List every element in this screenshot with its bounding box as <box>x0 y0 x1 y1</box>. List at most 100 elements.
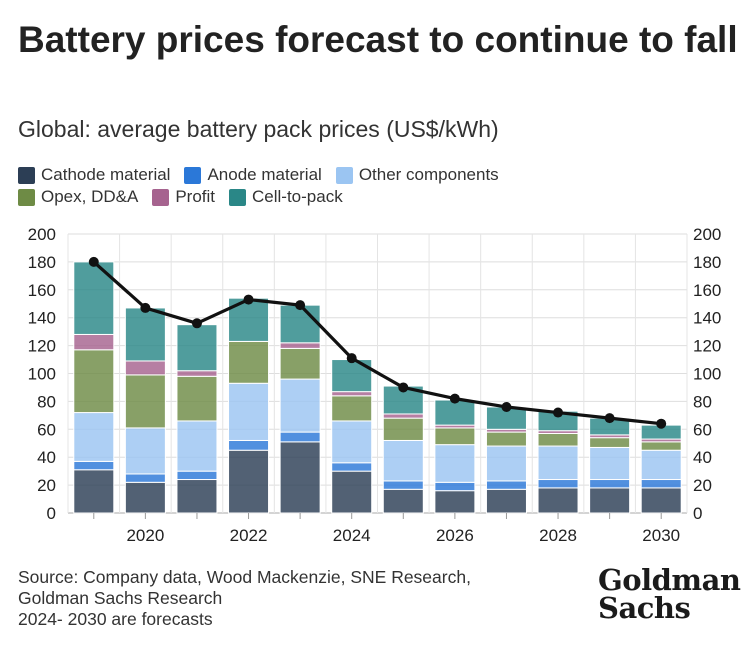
bar-2026-other-components <box>434 444 476 483</box>
bar-2019-profit <box>73 333 115 351</box>
legend-label-other: Other components <box>358 165 499 184</box>
legend-label-cathode: Cathode material <box>41 165 171 184</box>
y-tick-right-180: 180 <box>693 253 721 272</box>
bar-2025-cathode-material <box>382 488 424 514</box>
bar-2023-profit <box>279 342 321 349</box>
logo-line-1: Goldman <box>598 563 741 597</box>
legend-label-profit: Profit <box>175 187 215 206</box>
legend-item-profit: Profit <box>152 186 215 208</box>
bar-2023-cathode-material <box>279 441 321 514</box>
bar-2025-other-components <box>382 439 424 482</box>
y-tick-right-20: 20 <box>693 476 712 495</box>
bar-2023-anode-material <box>279 431 321 443</box>
bar-2030-cathode-material <box>640 487 682 514</box>
x-label-2022: 2022 <box>230 526 268 545</box>
y-tick-right-200: 200 <box>693 225 721 244</box>
source-line-1: Source: Company data, Wood Mackenzie, SN… <box>18 567 471 587</box>
bar-2022-anode-material <box>228 439 270 451</box>
y-tick-left-60: 60 <box>37 420 56 439</box>
bar-2024-profit <box>331 391 373 397</box>
y-tick-left-160: 160 <box>28 281 56 300</box>
x-label-2020: 2020 <box>126 526 164 545</box>
legend-item-other: Other components <box>335 164 499 186</box>
price-point-2029 <box>604 413 615 424</box>
price-point-2028 <box>553 407 564 418</box>
bar-2019-other-components <box>73 412 115 462</box>
chart-subtitle: Global: average battery pack prices (US$… <box>18 116 499 142</box>
y-tick-right-40: 40 <box>693 448 712 467</box>
legend-label-anode: Anode material <box>207 165 322 184</box>
bar-2020-profit <box>124 360 166 376</box>
bar-2026-cell-to-pack <box>434 399 476 426</box>
bar-2020-cathode-material <box>124 481 166 514</box>
y-tick-left-120: 120 <box>28 337 56 356</box>
bar-2020-opex-dd-a <box>124 374 166 429</box>
y-tick-right-80: 80 <box>693 392 712 411</box>
logo-line-2: Sachs <box>598 591 691 625</box>
bar-2025-anode-material <box>382 480 424 490</box>
bar-2020-cell-to-pack <box>124 307 166 362</box>
chart-title: Battery prices forecast to continue to f… <box>18 19 738 60</box>
legend-row-1: Cathode material Anode material Other co… <box>18 164 738 186</box>
legend-swatch-anode <box>184 166 202 184</box>
bar-2021-profit <box>176 370 218 377</box>
y-tick-left-40: 40 <box>37 448 56 467</box>
bar-2030-other-components <box>640 449 682 481</box>
bar-2022-other-components <box>228 382 270 441</box>
legend-label-cell-to-pack: Cell-to-pack <box>252 187 343 206</box>
y-tick-right-60: 60 <box>693 420 712 439</box>
legend-label-opex: Opex, DD&A <box>41 187 139 206</box>
bar-2030-opex-dd-a <box>640 441 682 451</box>
y-tick-left-200: 200 <box>28 225 56 244</box>
bar-2024-anode-material <box>331 462 373 472</box>
bar-2028-cathode-material <box>537 487 579 514</box>
bar-2025-profit <box>382 413 424 419</box>
bar-2023-cell-to-pack <box>279 304 321 344</box>
y-tick-left-20: 20 <box>37 476 56 495</box>
bar-2028-opex-dd-a <box>537 432 579 447</box>
x-label-2028: 2028 <box>539 526 577 545</box>
bar-2028-other-components <box>537 445 579 481</box>
forecast-note: 2024- 2030 are forecasts <box>18 609 213 629</box>
y-tick-left-180: 180 <box>28 253 56 272</box>
price-point-2020 <box>140 302 151 313</box>
price-point-2030 <box>656 418 667 429</box>
bar-2030-anode-material <box>640 479 682 489</box>
price-point-2023 <box>295 300 306 311</box>
y-tick-right-0: 0 <box>693 504 702 523</box>
price-point-2021 <box>191 318 202 329</box>
price-point-2025 <box>398 382 409 393</box>
bar-2029-cathode-material <box>589 487 631 514</box>
price-line <box>92 260 662 426</box>
x-label-2030: 2030 <box>642 526 680 545</box>
bar-2029-anode-material <box>589 479 631 489</box>
legend-swatch-other <box>335 166 353 184</box>
bar-2029-other-components <box>589 446 631 481</box>
legend-row-2: Opex, DD&A Profit Cell-to-pack <box>18 186 738 208</box>
x-label-2024: 2024 <box>333 526 371 545</box>
y-tick-right-120: 120 <box>693 337 721 356</box>
goldman-sachs-logo: Goldman Sachs <box>598 563 741 625</box>
bar-2028-anode-material <box>537 479 579 489</box>
bar-2021-cathode-material <box>176 479 218 514</box>
bar-2023-other-components <box>279 378 321 433</box>
bar-2020-anode-material <box>124 473 166 483</box>
price-point-2024 <box>346 353 357 364</box>
legend-item-opex: Opex, DD&A <box>18 186 138 208</box>
price-point-2022 <box>243 294 254 305</box>
bar-2029-opex-dd-a <box>589 437 631 448</box>
bar-2023-opex-dd-a <box>279 347 321 380</box>
y-tick-right-140: 140 <box>693 309 721 328</box>
bar-2026-anode-material <box>434 481 476 492</box>
bar-2026-cathode-material <box>434 490 476 514</box>
legend: Cathode material Anode material Other co… <box>18 164 738 208</box>
price-point-2027 <box>501 401 512 412</box>
legend-swatch-profit <box>152 188 170 206</box>
y-tick-left-100: 100 <box>28 365 56 384</box>
bar-2027-cathode-material <box>485 488 527 514</box>
legend-swatch-cathode <box>18 166 35 184</box>
bar-2024-other-components <box>331 420 373 464</box>
bar-2027-other-components <box>485 445 527 482</box>
bar-2024-cathode-material <box>331 470 373 514</box>
bar-2021-other-components <box>176 420 218 472</box>
